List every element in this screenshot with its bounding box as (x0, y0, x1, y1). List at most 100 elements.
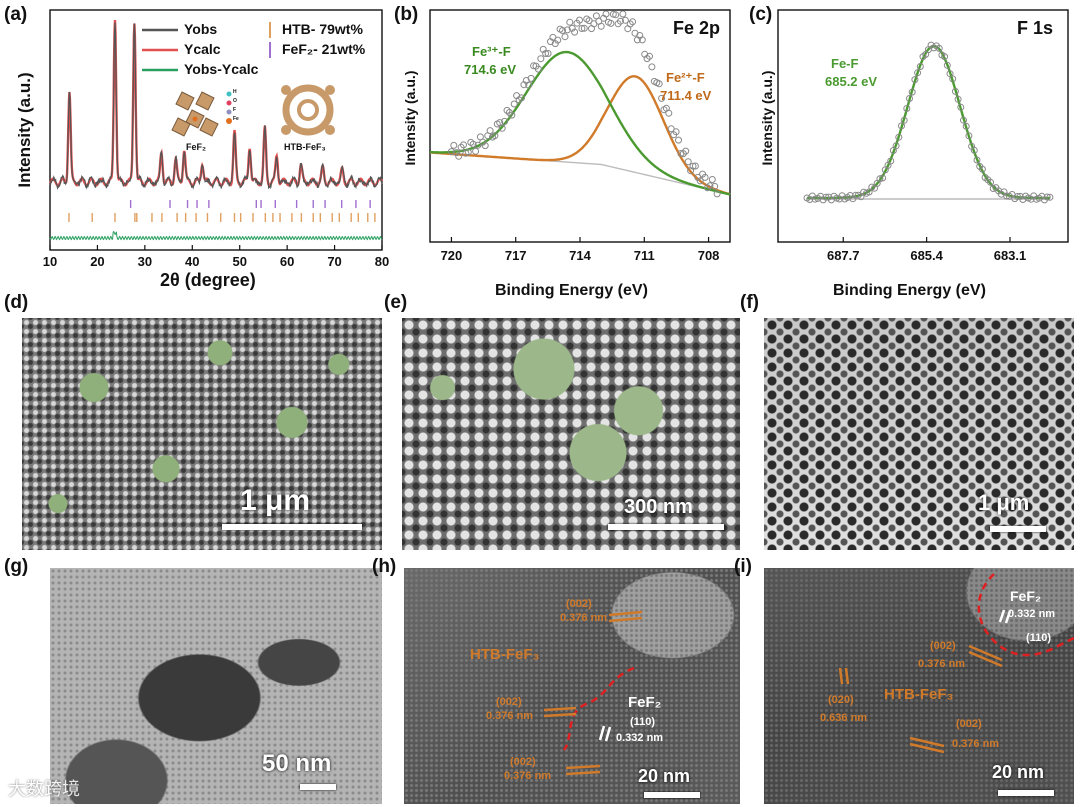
panel-h-annotations (543, 610, 643, 776)
i-plane-020: (020) (828, 694, 854, 706)
i-fringe-marker-5 (909, 736, 945, 748)
fe2p-data-point (551, 40, 559, 48)
atom-legend-o: O (233, 98, 237, 104)
panel-f-label: (f) (740, 292, 759, 313)
legend-ycalc-label: Ycalc (184, 41, 221, 57)
panel-a-xlabel: 2θ (degree) (160, 270, 256, 290)
fe2p-data-point (518, 94, 525, 102)
fe2p-data-point (682, 147, 690, 155)
fe2p-data-point (460, 141, 467, 149)
legend-htb-label: HTB- 79wt% (282, 21, 363, 37)
fe2p-data-point (566, 18, 574, 26)
fe2p-data-point (537, 55, 545, 63)
htb-reflection-ticks (68, 213, 376, 222)
panel-f-tem-image: 1 μm (764, 318, 1074, 550)
fe2p-data-point (481, 142, 489, 150)
tick-label: 40 (185, 254, 200, 269)
f1s-plot-frame (777, 9, 1069, 243)
fe2p-data-point (568, 24, 576, 32)
panel-h-hrtem-image: (002) 0.376 nm HTB-FeF₃ (002) 0.376 nm F… (404, 568, 740, 804)
i-fringe-marker-3 (838, 667, 844, 685)
fe2p-data-point (648, 63, 656, 71)
tick-label: 10 (42, 254, 58, 269)
f1s-data-point (957, 103, 965, 111)
fe2p-data-point (602, 10, 610, 18)
h-d-0376-mid: 0.376 nm (486, 710, 534, 722)
h-fringe-marker-2 (608, 616, 643, 623)
f1s-data-points (803, 41, 1054, 204)
htb-structure-label: HTB-FeF₃ (284, 142, 326, 152)
panel-e-scale-label: 300 nm (624, 496, 693, 518)
i-fringe-marker-4 (844, 667, 850, 685)
fe2p-data-point (585, 17, 593, 25)
panel-c-xlabel: Binding Energy (eV) (833, 282, 986, 299)
panel-g-tem-image: 50 nm (50, 568, 382, 804)
fe2p-data-point (665, 109, 673, 117)
tick-label: 685.4 (910, 248, 943, 263)
panel-b-label: (b) (394, 4, 419, 25)
tick-label: 30 (137, 254, 153, 269)
xrd-yobs-line (49, 22, 383, 190)
tick-label: 50 (232, 254, 247, 269)
fe2p-data-point (457, 143, 465, 151)
fe2p-data-point (554, 36, 562, 44)
f1s-data-point (987, 178, 994, 186)
tick-label: 80 (374, 254, 390, 269)
fe2p-data-point (617, 17, 624, 25)
atom-legend-f: F (233, 107, 237, 113)
f1s-data-point (900, 116, 908, 124)
fef2-structure-label: FeF₂ (186, 142, 206, 152)
fe2p-data-point (455, 152, 463, 160)
fe2p-data-point (696, 177, 704, 185)
i-htb-label: HTB-FeF₃ (884, 686, 954, 703)
xrd-plot-frame (49, 9, 383, 251)
fe2p-data-point (612, 11, 620, 19)
panel-i-scale-label: 20 nm (992, 762, 1045, 782)
panel-f-scalebar (990, 526, 1046, 532)
fe2p-data-point (571, 28, 579, 36)
fe2p-data-point (643, 55, 651, 63)
fe2p-data-point (694, 173, 702, 181)
fe2p-fe3-fit (429, 50, 731, 196)
i-d-0376-bottom: 0.376 nm (952, 738, 1000, 750)
panel-e-sem-image: 300 nm (402, 318, 740, 550)
f1s-data-point (954, 95, 962, 103)
fe2p-data-point (508, 111, 516, 119)
f1s-data-point (951, 87, 959, 95)
f1s-data-point (879, 174, 887, 182)
panel-d-scale-label: 1 μm (240, 484, 311, 517)
fe2p-data-point (638, 36, 646, 44)
f1s-data-point (943, 61, 951, 69)
f1s-data-point (962, 122, 970, 130)
f1s-data-point (903, 105, 911, 112)
i-fringe-marker-6 (909, 742, 945, 754)
fe2p-data-point (474, 141, 482, 149)
fe2p-data-point (464, 148, 472, 156)
fe2p-data-point (701, 173, 709, 181)
fe2p-data-point (472, 147, 480, 155)
atom-legend-fe: Fe (233, 116, 239, 122)
fe2p-data-point (576, 16, 583, 24)
f1s-data-point (1014, 193, 1021, 200)
fef-peak-energy: 685.2 eV (825, 74, 878, 89)
panel-i-annotations (838, 573, 1074, 754)
h-boundary-line (562, 666, 635, 751)
fe2p-data-point (580, 24, 588, 32)
fe2p-data-point (486, 127, 494, 135)
fe3-peak-name: Fe³⁺-F (472, 44, 511, 59)
panel-i-hrtem-image: FeF₂ 0.332 nm (110) (002) 0.376 nm (020)… (764, 568, 1074, 804)
h-plane-110: (110) (630, 716, 656, 728)
fe2p-data-point (527, 74, 535, 82)
f1s-data-point (949, 75, 957, 83)
fe2p-data-point (621, 16, 629, 24)
f1s-data-point (941, 53, 949, 61)
h-fringe-marker-5 (565, 764, 601, 770)
fe2p-data-point (447, 148, 455, 156)
fe2p-data-point (479, 138, 487, 146)
fe2p-data-point (691, 162, 699, 170)
fe2p-data-point (542, 50, 550, 57)
fe2p-data-point (711, 182, 719, 190)
panel-g-scale-label: 50 nm (262, 750, 332, 777)
i-plane-002-bottom: (002) (956, 718, 982, 730)
fe3-peak-energy: 714.6 eV (464, 62, 517, 77)
